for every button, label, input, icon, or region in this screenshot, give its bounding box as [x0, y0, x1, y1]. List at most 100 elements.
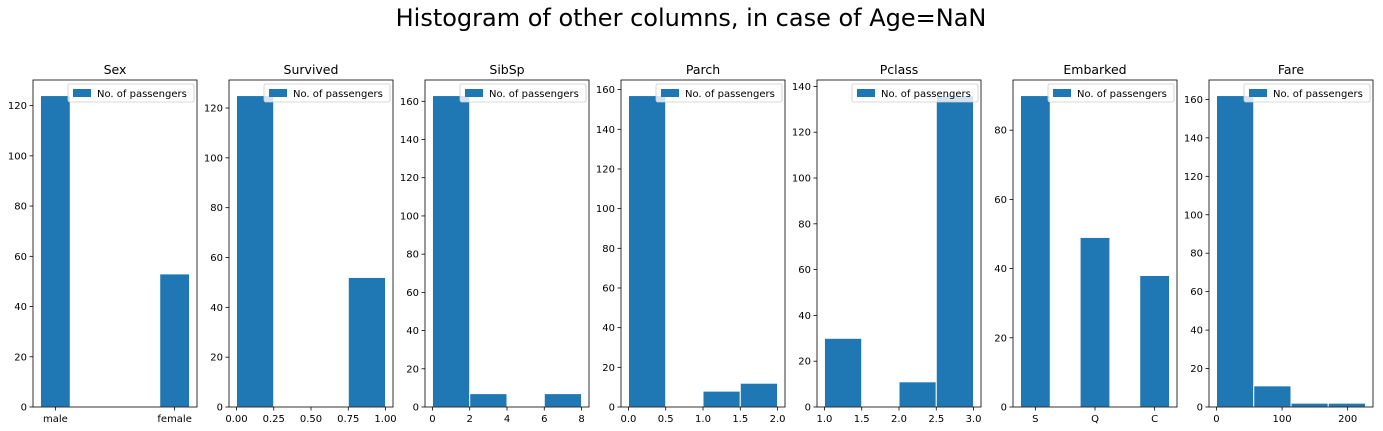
- x-tick-label: 0.00: [225, 414, 247, 425]
- x-tick-label: 1.5: [732, 414, 748, 425]
- histogram-bar: [469, 393, 508, 408]
- y-tick-label: 40: [210, 303, 223, 314]
- histogram-bar: [823, 337, 863, 408]
- y-tick-label: 40: [602, 323, 615, 334]
- x-tick-label: female: [157, 414, 191, 425]
- y-tick-label: 40: [14, 302, 27, 313]
- x-tick-label: 2.5: [928, 414, 944, 425]
- y-tick-label: 20: [602, 363, 615, 374]
- y-tick-label: 80: [994, 126, 1007, 137]
- legend-label: No. of passengers: [489, 89, 579, 100]
- y-tick-label: 100: [596, 204, 615, 215]
- y-tick-label: 0: [21, 403, 27, 414]
- histogram-bar: [627, 95, 667, 408]
- histogram-bar: [702, 390, 741, 408]
- subplot-fare: Fare 0 100 200 0 20 40 60 80 100 120 140 160 No. of p…: [1184, 62, 1374, 425]
- y-tick-label: 160: [596, 85, 615, 96]
- y-tick-label: 100: [1184, 210, 1203, 221]
- y-tick-label: 0: [1197, 403, 1203, 414]
- y-tick-label: 100: [204, 153, 223, 164]
- y-tick-label: 80: [406, 250, 419, 261]
- y-tick-label: 80: [14, 202, 27, 213]
- x-tick-label: 0: [1213, 414, 1219, 425]
- y-tick-label: 100: [792, 174, 811, 185]
- histogram-bar: [1253, 385, 1292, 408]
- x-tick-label: C: [1151, 414, 1158, 425]
- y-tick-label: 20: [210, 353, 223, 364]
- x-tick-label: 4: [504, 414, 510, 425]
- legend-label: No. of passengers: [97, 89, 187, 100]
- histogram-bar: [431, 95, 471, 408]
- histogram-bar: [543, 393, 583, 408]
- histogram-bar: [1079, 236, 1111, 408]
- subplot-pclass: Pclass 1.0 1.5 2.0 2.5 3.0 0 20 40 60 80 100 120 140 N…: [792, 62, 982, 425]
- y-tick-label: 60: [406, 288, 419, 299]
- y-tick-label: 140: [792, 82, 811, 93]
- y-tick-label: 20: [14, 352, 27, 363]
- legend-label: No. of passengers: [1077, 89, 1167, 100]
- x-tick-label: 0.50: [300, 414, 322, 425]
- y-tick-label: 160: [400, 97, 419, 108]
- legend: No. of passengers: [851, 83, 979, 103]
- y-tick-label: 120: [8, 101, 27, 112]
- y-tick-label: 100: [400, 211, 419, 222]
- legend-frame: [1047, 83, 1175, 103]
- legend: No. of passengers: [1047, 83, 1175, 103]
- legend-frame: [67, 83, 195, 103]
- legend: No. of passengers: [67, 83, 195, 103]
- y-tick-label: 20: [994, 333, 1007, 344]
- y-tick-label: 80: [602, 244, 615, 255]
- x-tick-label: 2.0: [891, 414, 907, 425]
- y-tick-label: 120: [792, 128, 811, 139]
- histogram-bar: [935, 95, 975, 408]
- figure-title: Histogram of other columns, in case of A…: [396, 4, 987, 32]
- legend-swatch: [465, 89, 483, 97]
- legend-swatch: [857, 89, 875, 97]
- y-tick-label: 60: [210, 253, 223, 264]
- y-tick-label: 40: [994, 264, 1007, 275]
- y-tick-label: 0: [805, 403, 811, 414]
- histogram-bar: [235, 95, 275, 408]
- x-tick-label: 1.5: [854, 414, 870, 425]
- x-tick-label: 0: [429, 414, 435, 425]
- subplot-sex: Sex male female 0 20 40 60 80 100 120 No. of passe…: [8, 62, 198, 425]
- x-tick-label: 3.0: [966, 414, 982, 425]
- y-tick-label: 80: [798, 219, 811, 230]
- x-tick-label: 8: [578, 414, 584, 425]
- subplot-parch: Parch 0.0 0.5 1.0 1.5 2.0 0 20 40 60 80 100 120 140 16…: [596, 62, 786, 425]
- y-tick-label: 120: [204, 104, 223, 115]
- axes-title: Survived: [284, 62, 339, 77]
- histogram-bar: [898, 381, 937, 408]
- x-tick-label: 1.0: [695, 414, 711, 425]
- y-tick-label: 20: [1190, 364, 1203, 375]
- y-tick-label: 120: [400, 173, 419, 184]
- x-tick-label: 200: [1338, 414, 1357, 425]
- axes-title: Pclass: [880, 62, 919, 77]
- legend-swatch: [269, 89, 287, 97]
- y-tick-label: 0: [609, 403, 615, 414]
- x-tick-label: 100: [1273, 414, 1292, 425]
- y-tick-label: 20: [798, 357, 811, 368]
- x-tick-label: 2.0: [770, 414, 786, 425]
- y-tick-label: 0: [413, 403, 419, 414]
- axes-title: SibSp: [489, 62, 524, 77]
- x-tick-label: 1.0: [817, 414, 833, 425]
- histogram-bar: [739, 382, 779, 408]
- y-tick-label: 120: [596, 164, 615, 175]
- axes-frame: [1208, 79, 1374, 408]
- x-tick-label: 0.5: [658, 414, 674, 425]
- histogram-bar: [1139, 275, 1171, 408]
- histogram-bar: [1019, 95, 1051, 408]
- histogram-bar: [1215, 95, 1255, 408]
- legend-label: No. of passengers: [685, 89, 775, 100]
- y-tick-label: 140: [400, 135, 419, 146]
- x-tick-label: 0.0: [621, 414, 637, 425]
- y-tick-label: 0: [1001, 403, 1007, 414]
- subplot-survived: Survived 0.00 0.25 0.50 0.75 1.00 0 20 40 60 80 100…: [204, 62, 397, 425]
- y-tick-label: 140: [1184, 133, 1203, 144]
- legend-swatch: [661, 89, 679, 97]
- legend: No. of passengers: [655, 83, 783, 103]
- y-tick-label: 100: [8, 151, 27, 162]
